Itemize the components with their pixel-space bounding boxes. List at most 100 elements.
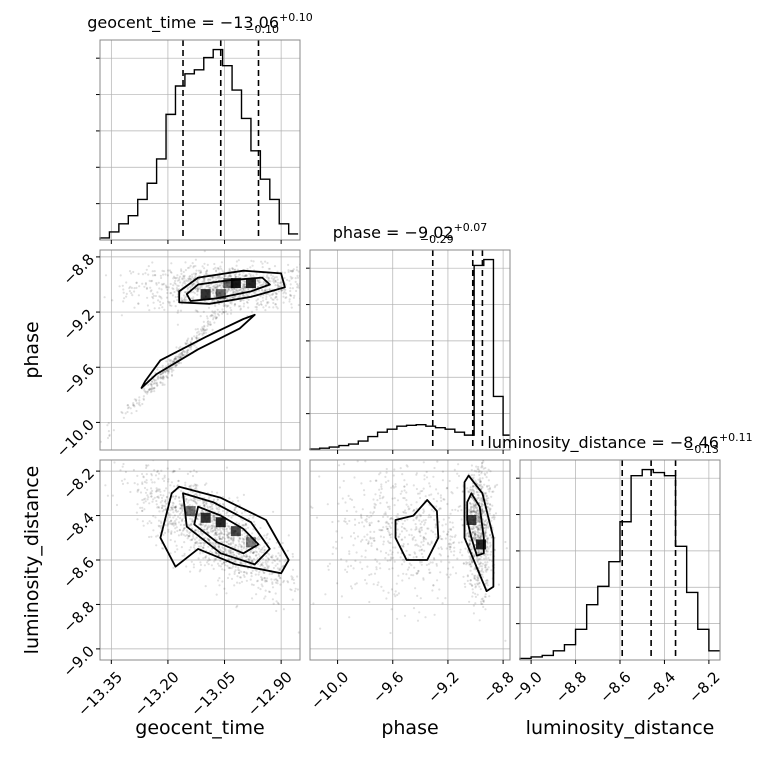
sample-point bbox=[142, 501, 145, 504]
sample-point bbox=[276, 567, 279, 570]
sample-point bbox=[191, 520, 195, 523]
sample-point bbox=[144, 491, 148, 494]
sample-point bbox=[493, 518, 496, 521]
sample-point bbox=[387, 591, 390, 594]
sample-point bbox=[481, 602, 484, 606]
sample-point bbox=[212, 290, 215, 293]
sample-point bbox=[174, 277, 177, 280]
sample-point bbox=[160, 372, 163, 375]
sample-point bbox=[203, 544, 206, 547]
sample-point bbox=[172, 275, 176, 278]
sample-point bbox=[230, 541, 233, 545]
sample-point bbox=[241, 274, 244, 277]
sample-point bbox=[472, 484, 475, 487]
panel-title: luminosity_distance = −8.46+0.11 −0.13 bbox=[487, 431, 752, 456]
sample-point bbox=[144, 500, 147, 503]
sample-point bbox=[101, 447, 103, 449]
sample-point bbox=[410, 503, 413, 506]
sample-point bbox=[174, 550, 177, 554]
sample-point bbox=[359, 561, 362, 564]
sample-point bbox=[165, 495, 169, 498]
sample-point bbox=[211, 524, 214, 527]
sample-point bbox=[415, 501, 418, 504]
title-lower-error: −0.29 bbox=[420, 233, 454, 246]
sample-point bbox=[167, 369, 170, 373]
sample-point bbox=[338, 486, 341, 489]
sample-point bbox=[264, 579, 267, 582]
sample-point bbox=[146, 488, 149, 491]
sample-point bbox=[275, 305, 278, 308]
sample-point bbox=[307, 274, 309, 276]
sample-point bbox=[260, 578, 263, 581]
sample-point bbox=[484, 492, 487, 495]
sample-point bbox=[253, 520, 256, 523]
sample-point bbox=[181, 504, 184, 507]
sample-point bbox=[377, 520, 380, 523]
sample-point bbox=[483, 483, 486, 486]
sample-point bbox=[478, 483, 481, 486]
sample-point bbox=[261, 561, 264, 564]
sample-point bbox=[244, 289, 247, 292]
sample-point bbox=[135, 286, 138, 289]
sample-point bbox=[377, 581, 380, 584]
sample-point bbox=[156, 469, 159, 472]
sample-point bbox=[571, 565, 573, 567]
sample-point bbox=[478, 524, 481, 527]
sample-point bbox=[173, 520, 177, 523]
sample-point bbox=[248, 272, 251, 275]
sample-point bbox=[198, 539, 201, 542]
sample-point bbox=[167, 530, 170, 533]
sample-point bbox=[388, 568, 391, 571]
sample-point bbox=[477, 551, 480, 554]
sample-point bbox=[220, 267, 223, 270]
sample-point bbox=[138, 285, 141, 288]
sample-point bbox=[161, 477, 164, 480]
sample-point bbox=[188, 277, 191, 280]
sample-point bbox=[225, 527, 229, 530]
sample-point bbox=[165, 360, 168, 363]
sample-point bbox=[194, 542, 197, 545]
sample-point bbox=[159, 303, 162, 306]
sample-point bbox=[412, 519, 415, 522]
sample-point bbox=[242, 539, 245, 542]
sample-point bbox=[202, 329, 205, 332]
sample-point bbox=[295, 266, 299, 269]
sample-point bbox=[212, 541, 215, 544]
sample-point bbox=[365, 538, 368, 542]
sample-point bbox=[154, 516, 157, 519]
sample-point bbox=[207, 531, 210, 535]
sample-point bbox=[141, 273, 145, 276]
sample-point bbox=[154, 294, 157, 298]
sample-point bbox=[186, 342, 189, 345]
sample-point bbox=[146, 296, 149, 299]
sample-point bbox=[230, 302, 233, 305]
sample-point bbox=[478, 521, 481, 524]
sample-point bbox=[420, 560, 423, 564]
sample-point bbox=[189, 278, 192, 281]
sample-point bbox=[192, 296, 195, 299]
sample-point bbox=[214, 304, 217, 308]
sample-point bbox=[264, 559, 268, 562]
sample-point bbox=[147, 383, 150, 386]
sample-point bbox=[236, 268, 239, 271]
sample-point bbox=[397, 592, 400, 595]
sample-point bbox=[420, 563, 423, 566]
sample-point bbox=[175, 364, 178, 367]
sample-point bbox=[223, 305, 226, 308]
sample-point bbox=[476, 530, 479, 533]
sample-point bbox=[478, 527, 481, 530]
sample-point bbox=[256, 302, 259, 305]
sample-point bbox=[155, 381, 158, 384]
sample-point bbox=[177, 521, 181, 524]
sample-point bbox=[189, 517, 192, 520]
sample-point bbox=[268, 590, 271, 594]
sample-point bbox=[395, 582, 398, 585]
sample-point bbox=[238, 571, 241, 575]
sample-point bbox=[172, 511, 175, 514]
sample-point bbox=[208, 323, 211, 326]
sample-point bbox=[246, 267, 249, 271]
y-axis-label: luminosity_distance bbox=[21, 466, 43, 655]
sample-point bbox=[161, 383, 164, 387]
sample-point bbox=[263, 289, 267, 292]
sample-point bbox=[230, 554, 234, 557]
